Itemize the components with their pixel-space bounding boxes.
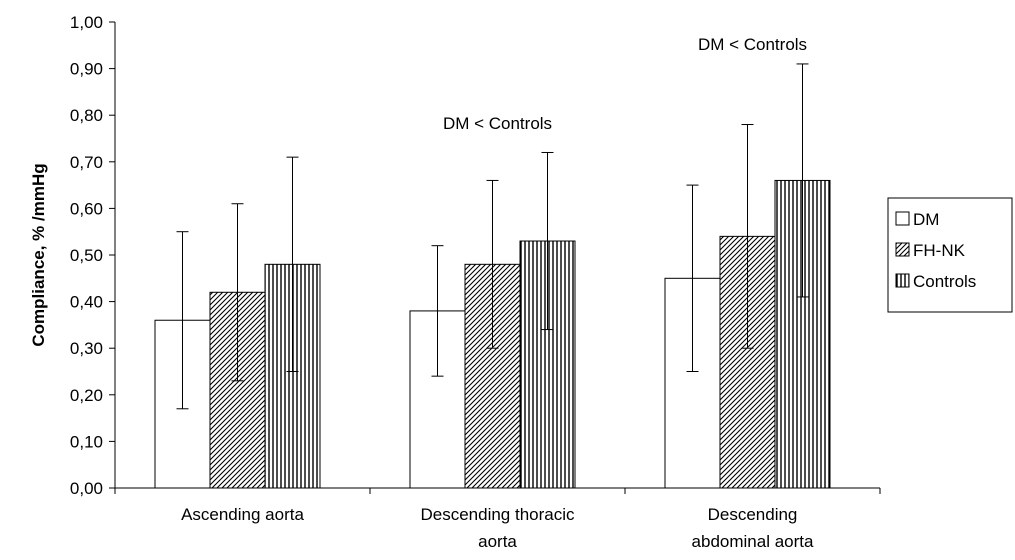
legend: DM FH-NK Controls <box>887 197 1013 313</box>
legend-entry-label: Controls <box>913 272 976 291</box>
x-category-label: Descending thoracic aorta <box>420 505 575 551</box>
legend-swatch <box>895 242 910 257</box>
x-category-label: Ascending aorta <box>181 505 304 524</box>
y-tick-label: 0,60 <box>70 199 103 218</box>
y-tick-label: 0,30 <box>70 339 103 358</box>
legend-swatch <box>895 211 910 226</box>
legend-entry-label: FH-NK <box>913 241 966 260</box>
y-tick-label: 0,80 <box>70 106 103 125</box>
y-tick-label: 0,50 <box>70 246 103 265</box>
y-tick-label: 0,00 <box>70 479 103 498</box>
legend-swatch <box>895 273 910 288</box>
y-tick-label: 0,40 <box>70 293 103 312</box>
annotation-text: DM < Controls <box>698 35 807 54</box>
y-tick-label: 0,20 <box>70 386 103 405</box>
y-tick-label: 0,70 <box>70 153 103 172</box>
plot-area: 0,00 0,10 0,20 0,30 0,40 0,50 0,60 0,70 0,80 0,90… <box>70 13 881 551</box>
y-axis-label: Compliance, % /mmHg <box>29 163 48 346</box>
x-category-label: Descending abdominal aorta <box>692 505 814 551</box>
y-tick-label: 0,10 <box>70 432 103 451</box>
legend-entry-label: DM <box>913 210 939 229</box>
annotation-text: DM < Controls <box>443 114 552 133</box>
y-tick-label: 1,00 <box>70 13 103 32</box>
y-tick-label: 0,90 <box>70 60 103 79</box>
